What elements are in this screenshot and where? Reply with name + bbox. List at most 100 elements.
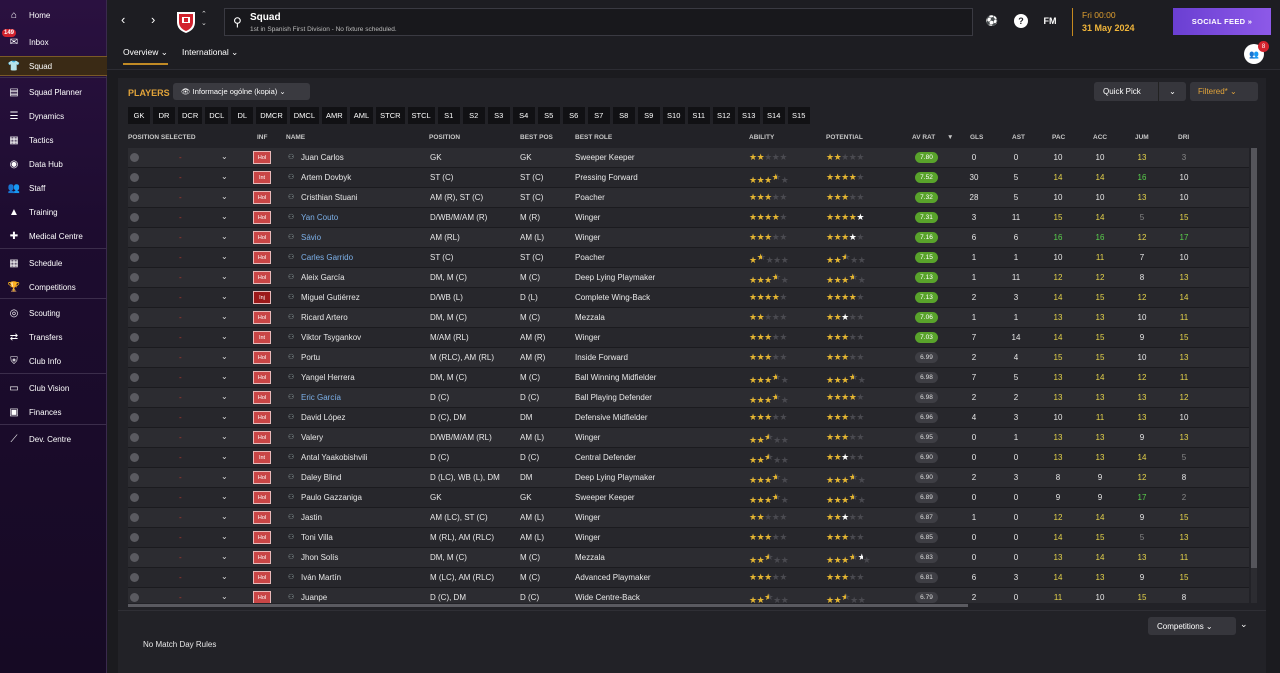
table-row[interactable]: - ⌄ Hol ⚇ Daley Blind D (LC), WB (L), DM DM Dee… xyxy=(128,468,1249,488)
table-row[interactable]: - ⌄ Hol ⚇ Toni Villa M (RL), AM (RLC) AM (L) Wi… xyxy=(128,528,1249,548)
chevron-down-icon[interactable]: ⌄ xyxy=(221,252,228,261)
position-filter-s7[interactable]: S7 xyxy=(587,107,610,124)
player-name[interactable]: Juan Carlos xyxy=(301,153,344,162)
position-filter-s14[interactable]: S14 xyxy=(762,107,785,124)
chevron-down-icon[interactable]: ⌄ xyxy=(221,292,228,301)
position-filter-s9[interactable]: S9 xyxy=(637,107,660,124)
select-toggle[interactable] xyxy=(130,393,139,402)
select-toggle[interactable] xyxy=(130,213,139,222)
select-toggle[interactable] xyxy=(130,593,139,602)
position-filter-s3[interactable]: S3 xyxy=(487,107,510,124)
chevron-down-icon[interactable]: ⌄ xyxy=(221,152,228,161)
position-filter-s15[interactable]: S15 xyxy=(787,107,810,124)
player-name[interactable]: Juanpe xyxy=(301,593,328,602)
sidebar-item-squad[interactable]: 👕 Squad xyxy=(0,56,107,76)
sidebar-item-scouting[interactable]: ◎ Scouting xyxy=(0,303,107,323)
sidebar-item-training[interactable]: ▲ Training xyxy=(0,202,107,222)
table-row[interactable]: - ⌄ Int ⚇ Antal Yaakobishvili D (C) D (C) Centr… xyxy=(128,448,1249,468)
chevron-down-icon[interactable]: ⌄ xyxy=(221,372,228,381)
position-filter-s13[interactable]: S13 xyxy=(737,107,760,124)
club-badge-icon[interactable] xyxy=(175,10,197,34)
chevron-down-icon[interactable]: ⌄ xyxy=(221,532,228,541)
chevron-down-icon[interactable]: ⌄ xyxy=(221,392,228,401)
select-toggle[interactable] xyxy=(130,153,139,162)
sidebar-item-schedule[interactable]: ▦ Schedule xyxy=(0,253,107,273)
position-filter-s12[interactable]: S12 xyxy=(712,107,735,124)
position-filter-s10[interactable]: S10 xyxy=(662,107,685,124)
position-filter-stcl[interactable]: STCL xyxy=(407,107,435,124)
table-row[interactable]: - ⌄ Hol ⚇ Cristhian Stuani AM (R), ST (C) ST (… xyxy=(128,188,1249,208)
football-icon[interactable]: ⚽ xyxy=(985,15,999,27)
col-best-pos[interactable]: BEST POS xyxy=(520,134,553,141)
player-name[interactable]: Jhon Solís xyxy=(301,553,339,562)
chevron-down-icon[interactable]: ⌄ xyxy=(221,232,228,241)
sort-down-icon[interactable]: ▼ xyxy=(947,134,954,141)
table-row[interactable]: - ⌄ Hol ⚇ Carles Garrido ST (C) ST (C) Poacher ★… xyxy=(128,248,1249,268)
chevron-down-icon[interactable]: ⌄ xyxy=(221,572,228,581)
search-box[interactable]: ⚲ Squad 1st in Spanish First Division - … xyxy=(224,8,973,36)
sidebar-item-data-hub[interactable]: ◉ Data Hub xyxy=(0,154,107,174)
position-filter-s5[interactable]: S5 xyxy=(537,107,560,124)
vertical-scrollbar[interactable] xyxy=(1251,148,1257,603)
select-toggle[interactable] xyxy=(130,473,139,482)
social-feed-button[interactable]: SOCIAL FEED » xyxy=(1173,8,1271,35)
select-toggle[interactable] xyxy=(130,493,139,502)
col-gls[interactable]: GLS xyxy=(970,134,984,141)
select-toggle[interactable] xyxy=(130,453,139,462)
position-filter-dcr[interactable]: DCR xyxy=(178,107,203,124)
col-potential[interactable]: POTENTIAL xyxy=(826,134,863,141)
player-name[interactable]: Artem Dovbyk xyxy=(301,173,352,182)
player-name[interactable]: Carles Garrido xyxy=(301,253,354,262)
select-toggle[interactable] xyxy=(130,553,139,562)
position-filter-amr[interactable]: AMR xyxy=(322,107,347,124)
player-name[interactable]: Eric García xyxy=(301,393,342,402)
chevron-down-icon[interactable]: ⌄ xyxy=(221,452,228,461)
select-toggle[interactable] xyxy=(130,193,139,202)
position-filter-gk[interactable]: GK xyxy=(128,107,150,124)
view-select[interactable]: 👁 Informacje ogólne (kopia) ⌄ xyxy=(173,83,310,100)
sidebar-item-club-info[interactable]: ⛨ Club Info xyxy=(0,351,107,371)
chevron-down-icon[interactable]: ⌄ xyxy=(221,412,228,421)
select-toggle[interactable] xyxy=(130,373,139,382)
filter-button[interactable]: Filtered* ⌄ xyxy=(1190,82,1258,101)
chevron-down-icon[interactable]: ⌄ xyxy=(221,492,228,501)
position-filter-dcl[interactable]: DCL xyxy=(205,107,229,124)
position-filter-s6[interactable]: S6 xyxy=(562,107,585,124)
player-name[interactable]: Jastin xyxy=(301,513,322,522)
table-row[interactable]: - ⌄ Hol ⚇ Yan Couto D/WB/M/AM (R) M (R) Winger ★… xyxy=(128,208,1249,228)
table-row[interactable]: - ⌄ Hol ⚇ Paulo Gazzaniga GK GK Sweeper Keeper ★… xyxy=(128,488,1249,508)
sidebar-item-club-vision[interactable]: ▭ Club Vision xyxy=(0,378,107,398)
chevron-down-icon[interactable]: ⌄ xyxy=(221,212,228,221)
position-filter-s1[interactable]: S1 xyxy=(437,107,460,124)
player-name[interactable]: Ricard Artero xyxy=(301,313,348,322)
sidebar-item-tactics[interactable]: ▦ Tactics xyxy=(0,130,107,150)
chevron-down-icon[interactable]: ⌄ xyxy=(221,332,228,341)
position-filter-dmcr[interactable]: DMCR xyxy=(256,107,287,124)
back-arrow-icon[interactable]: ‹ xyxy=(121,12,126,27)
player-name[interactable]: Paulo Gazzaniga xyxy=(301,493,362,502)
col-jum[interactable]: JUM xyxy=(1135,134,1149,141)
club-switch-icon[interactable]: ⌃ ⌄ xyxy=(201,11,207,27)
player-name[interactable]: Cristhian Stuani xyxy=(301,193,358,202)
col-av-rat[interactable]: AV RAT xyxy=(912,134,936,141)
table-row[interactable]: - ⌄ Hol ⚇ Ricard Artero DM, M (C) M (C) Mezzala… xyxy=(128,308,1249,328)
sidebar-item-transfers[interactable]: ⇄ Transfers xyxy=(0,327,107,347)
col-inf[interactable]: INF xyxy=(257,134,268,141)
player-name[interactable]: Yangel Herrera xyxy=(301,373,355,382)
sidebar-item-inbox[interactable]: ✉ 149 Inbox xyxy=(0,29,107,52)
table-row[interactable]: - ⌄ Hol ⚇ Juanpe D (C), DM D (C) Wide Centre-Ba… xyxy=(128,588,1249,603)
position-filter-aml[interactable]: AML xyxy=(349,107,374,124)
player-name[interactable]: Yan Couto xyxy=(301,213,339,222)
select-toggle[interactable] xyxy=(130,313,139,322)
select-toggle[interactable] xyxy=(130,433,139,442)
table-row[interactable]: - ⌄ Inj ⚇ Miguel Gutiérrez D/WB (L) D (L) Compl… xyxy=(128,288,1249,308)
position-filter-s2[interactable]: S2 xyxy=(462,107,485,124)
player-name[interactable]: Antal Yaakobishvili xyxy=(301,453,368,462)
chevron-down-icon[interactable]: ⌄ xyxy=(221,192,228,201)
select-toggle[interactable] xyxy=(130,253,139,262)
select-toggle[interactable] xyxy=(130,413,139,422)
col-acc[interactable]: ACC xyxy=(1093,134,1108,141)
sidebar-item-home[interactable]: ⌂ Home xyxy=(0,5,107,25)
select-toggle[interactable] xyxy=(130,333,139,342)
chevron-down-icon[interactable]: ⌄ xyxy=(221,552,228,561)
